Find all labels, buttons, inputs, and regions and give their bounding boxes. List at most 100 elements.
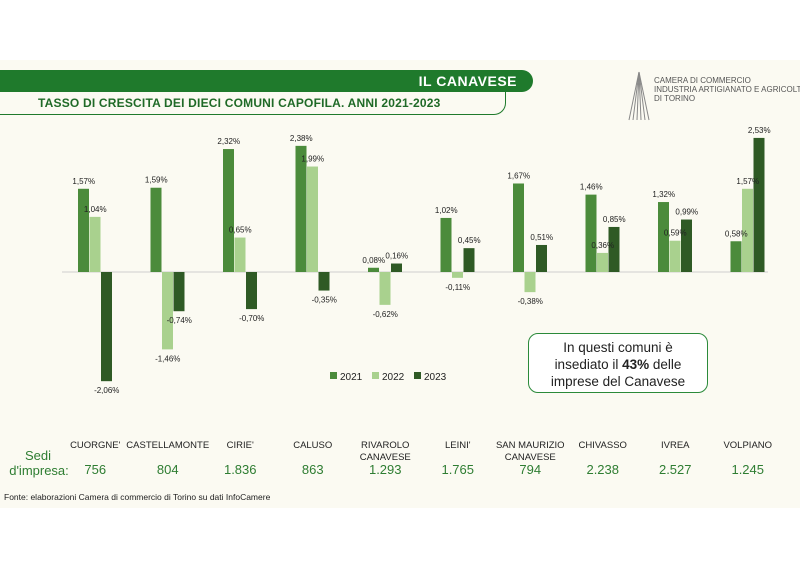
commune-name-castellamonte: CASTELLAMONTE [126, 440, 210, 451]
callout-box: In questi comuni è insediato il 43% dell… [528, 333, 708, 393]
commune-count-castellamonte: 804 [156, 462, 179, 477]
bar-castellamonte-2022 [162, 272, 173, 350]
data-label-chivasso-2021: 1,46% [580, 183, 603, 192]
commune-count-volpiano: 1.245 [731, 462, 765, 477]
bar-castellamonte-2023 [173, 272, 185, 312]
commune-count-cirie: 1.836 [223, 462, 257, 477]
bar-san-maurizio-canavese-2021 [513, 183, 524, 272]
commune-count-cuorgne: 756 [84, 462, 107, 477]
bar-leini-2022 [452, 272, 463, 278]
bar-cuorgne-2022 [89, 216, 101, 272]
commune-name-rivarolo: RIVAROLO [361, 440, 410, 451]
data-label-san-maurizio-canavese-2021: 1,67% [507, 171, 530, 180]
legend-swatch-2021 [330, 372, 337, 379]
bar-cirie-2022 [234, 237, 246, 272]
data-label-leini-2023: 0,45% [458, 236, 481, 245]
bar-cuorgne-2023 [101, 272, 112, 382]
data-label-rivarolo-canavese-2023: 0,16% [385, 252, 408, 261]
bar-volpiano-2021 [730, 241, 742, 272]
logo-line-1: CAMERA DI COMMERCIO [654, 76, 751, 85]
bar-volpiano-2023 [753, 137, 765, 272]
data-label-caluso-2023: -0,35% [312, 296, 337, 305]
data-label-leini-2022: -0,11% [445, 283, 470, 292]
legend-label-2021: 2021 [340, 372, 363, 383]
bar-chivasso-2023 [608, 226, 620, 272]
data-label-rivarolo-canavese-2021: 0,08% [362, 256, 385, 265]
commune-count-caluso: 863 [301, 462, 324, 477]
data-label-volpiano-2023: 2,53% [748, 126, 771, 135]
commune-name-2-rivarolo: CANAVESE [359, 452, 411, 463]
callout-line-1: In questi comuni è [563, 340, 673, 355]
commune-name-leini: LEINI' [444, 440, 471, 451]
bar-chivasso-2022 [597, 252, 608, 272]
commune-name-cuorgne: CUORGNE' [70, 440, 121, 451]
data-label-san-maurizio-canavese-2022: -0,38% [518, 297, 543, 306]
bar-volpiano-2022 [742, 188, 753, 272]
bar-san-maurizio-canavese-2022 [524, 272, 536, 293]
bar-cirie-2021 [223, 149, 234, 272]
commune-name-caluso: CALUSO [293, 440, 333, 451]
commune-name-san-maurizio: SAN MAURIZIO [495, 440, 565, 451]
data-label-ivrea-2021: 1,32% [652, 190, 675, 199]
commune-count-rivarolo: 1.293 [368, 462, 402, 477]
data-label-caluso-2022: 1,99% [301, 155, 324, 164]
bar-rivarolo-canavese-2023 [391, 263, 402, 272]
commune-name-chivasso: CHIVASSO [578, 440, 627, 451]
callout-line-2: insediato il 43% delle [529, 356, 707, 373]
data-label-castellamonte-2021: 1,59% [145, 176, 168, 185]
commune-count-chivasso: 2.238 [586, 462, 620, 477]
subtitle-frame [0, 92, 506, 115]
data-label-volpiano-2022: 1,57% [736, 177, 759, 186]
legend-label-2023: 2023 [424, 372, 447, 383]
commune-count-leini: 1.765 [441, 462, 475, 477]
data-label-ivrea-2022: 0,59% [664, 229, 687, 238]
data-label-leini-2021: 1,02% [435, 206, 458, 215]
row-label-impresa: d'impresa: [9, 463, 69, 478]
bar-ivrea-2022 [669, 240, 681, 272]
bar-caluso-2021 [295, 145, 307, 272]
data-label-castellamonte-2022: -1,46% [155, 354, 180, 363]
legend-swatch-2022 [372, 372, 379, 379]
source-note: Fonte: elaborazioni Camera di commercio … [4, 492, 271, 502]
logo-line-3: DI TORINO [654, 94, 696, 103]
commune-count-ivrea: 2.527 [658, 462, 692, 477]
data-label-ivrea-2023: 0,99% [675, 208, 698, 217]
bar-rivarolo-canavese-2021 [368, 267, 379, 272]
bar-chivasso-2021 [585, 194, 597, 272]
logo-line-2: INDUSTRIA ARTIGIANATO E AGRICOLTURA [654, 85, 800, 94]
row-label-sedi: Sedi [24, 448, 52, 463]
callout-line-3: imprese del Canavese [550, 374, 686, 389]
data-label-cirie-2022: 0,65% [229, 226, 252, 235]
bar-caluso-2023 [318, 272, 330, 291]
bar-cirie-2023 [246, 272, 257, 310]
data-label-cuorgne-2023: -2,06% [94, 386, 119, 395]
data-label-rivarolo-canavese-2022: -0,62% [373, 310, 398, 319]
bar-rivarolo-canavese-2022 [379, 272, 391, 305]
data-label-cirie-2021: 2,32% [217, 137, 240, 146]
header-banner: IL CANAVESE [0, 70, 533, 92]
bar-ivrea-2021 [658, 202, 669, 272]
data-label-cuorgne-2021: 1,57% [72, 177, 95, 186]
data-label-castellamonte-2023: -0,74% [167, 316, 192, 325]
data-label-volpiano-2021: 0,58% [725, 229, 748, 238]
commune-name-cirie: CIRIE' [226, 440, 254, 451]
data-label-chivasso-2023: 0,85% [603, 215, 626, 224]
commune-count-san-maurizio: 794 [519, 462, 542, 477]
legend-swatch-2023 [414, 372, 421, 379]
bar-ivrea-2023 [681, 219, 692, 272]
commune-name-ivrea: IVREA [660, 440, 690, 451]
commune-name-volpiano: VOLPIANO [723, 440, 773, 451]
bar-castellamonte-2021 [150, 187, 162, 272]
bar-leini-2021 [440, 217, 452, 272]
callout-line-2-post: delle [649, 357, 682, 372]
banner-title: IL CANAVESE [418, 73, 517, 89]
bar-leini-2023 [463, 248, 475, 272]
slide-background [0, 60, 800, 508]
data-label-caluso-2021: 2,38% [290, 134, 313, 143]
logo-mark-icon [628, 71, 650, 121]
data-label-cuorgne-2022: 1,04% [84, 205, 107, 214]
legend-label-2022: 2022 [382, 372, 405, 383]
callout-percentage: 43% [622, 357, 650, 372]
data-label-san-maurizio-canavese-2023: 0,51% [530, 233, 553, 242]
chamber-logo: CAMERA DI COMMERCIO INDUSTRIA ARTIGIANAT… [626, 70, 800, 122]
